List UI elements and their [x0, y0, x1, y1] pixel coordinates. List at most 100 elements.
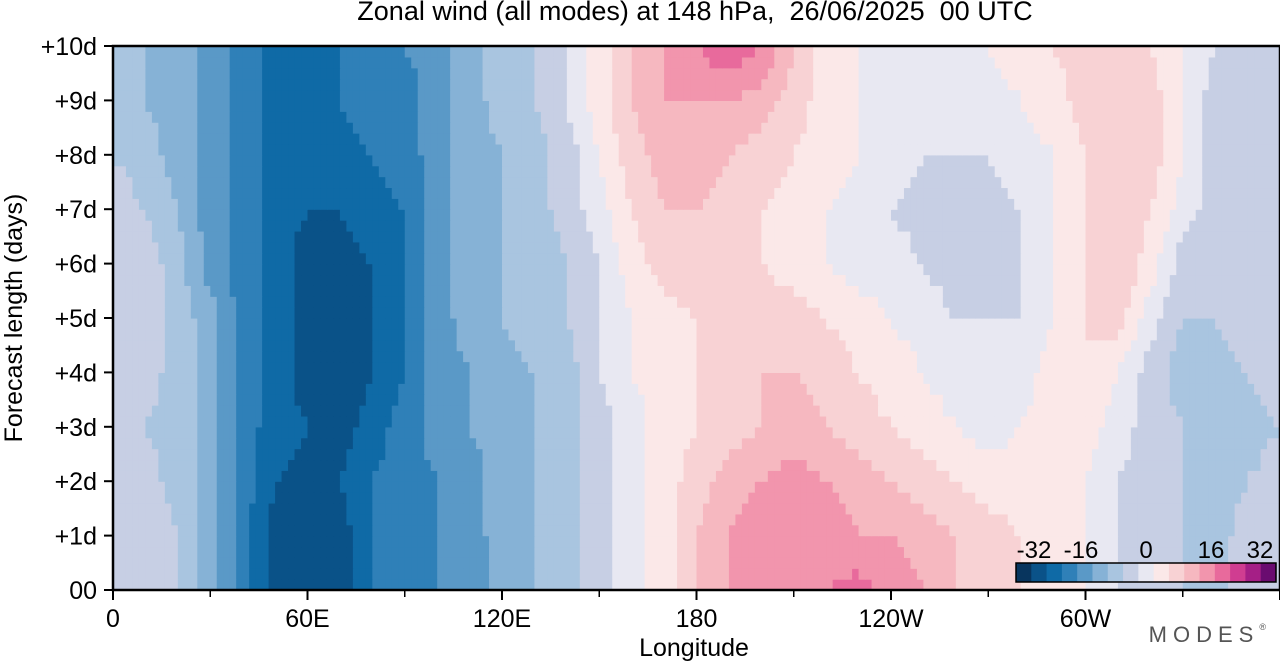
heatmap-cell [1137, 394, 1145, 406]
heatmap-cell [326, 470, 335, 482]
heatmap-cell [547, 307, 555, 319]
heatmap-cell [119, 524, 127, 537]
heatmap-cell [1085, 328, 1093, 341]
heatmap-cell [417, 405, 425, 417]
heatmap-cell [1040, 579, 1048, 591]
heatmap-cell [748, 405, 756, 417]
heatmap-cell [1007, 568, 1015, 580]
heatmap-cell [1260, 426, 1268, 439]
heatmap-cell [1079, 296, 1087, 308]
heatmap-cell [579, 285, 587, 297]
heatmap-cell [981, 579, 989, 591]
heatmap-cell [190, 492, 198, 504]
heatmap-cell [1104, 459, 1113, 471]
heatmap-cell [618, 285, 626, 297]
heatmap-cell [1001, 372, 1009, 384]
heatmap-cell [313, 328, 322, 341]
heatmap-cell [787, 350, 795, 363]
heatmap-cell [132, 502, 140, 515]
heatmap-cell [417, 470, 425, 482]
heatmap-cell [339, 372, 347, 384]
heatmap-cell [145, 459, 153, 471]
heatmap-cell [184, 481, 192, 493]
heatmap-cell [638, 426, 646, 439]
heatmap-cell [326, 492, 335, 504]
heatmap-cell [398, 350, 406, 363]
heatmap-cell [1273, 361, 1280, 373]
heatmap-cell [1014, 448, 1022, 461]
heatmap-cell [683, 372, 691, 384]
heatmap-cell [1202, 481, 1210, 493]
heatmap-cell [158, 328, 166, 341]
heatmap-cell [313, 535, 322, 548]
heatmap-cell [540, 350, 548, 363]
heatmap-cell [1260, 437, 1268, 450]
heatmap-cell [1040, 383, 1048, 395]
heatmap-cell [826, 492, 834, 504]
heatmap-cell [741, 470, 749, 482]
heatmap-cell [378, 339, 386, 352]
heatmap-cell [592, 296, 600, 308]
heatmap-cell [761, 481, 769, 493]
heatmap-cell [216, 437, 224, 450]
heatmap-cell [592, 285, 600, 297]
heatmap-cell [651, 437, 659, 450]
heatmap-cell [288, 579, 296, 591]
heatmap-cell [858, 383, 866, 395]
heatmap-cell [1254, 459, 1262, 471]
heatmap-cell [780, 296, 788, 308]
heatmap-cell [579, 318, 587, 330]
heatmap-cell [404, 535, 412, 548]
heatmap-cell [677, 524, 685, 537]
heatmap-cell [865, 372, 873, 384]
heatmap-cell [385, 502, 393, 515]
heatmap-cell [184, 524, 192, 537]
heatmap-cell [702, 546, 711, 558]
heatmap-cell [443, 557, 451, 569]
heatmap-cell [891, 405, 899, 417]
heatmap-cell [1150, 470, 1158, 482]
heatmap-cell [690, 318, 698, 330]
heatmap-cell [612, 285, 620, 297]
heatmap-cell [339, 415, 347, 428]
heatmap-cell [508, 481, 516, 493]
heatmap-cell [125, 426, 134, 439]
heatmap-cell [476, 426, 484, 439]
heatmap-cell [333, 535, 341, 548]
heatmap-cell [1195, 350, 1203, 363]
heatmap-cell [229, 426, 237, 439]
heatmap-cell [255, 535, 263, 548]
heatmap-cell [216, 448, 224, 461]
heatmap-cell [249, 318, 257, 330]
heatmap-cell [631, 318, 639, 330]
heatmap-cell [664, 350, 672, 363]
heatmap-cell [132, 557, 140, 569]
heatmap-cell [865, 405, 873, 417]
heatmap-cell [1098, 394, 1106, 406]
heatmap-cell [715, 524, 724, 537]
heatmap-cell [813, 328, 821, 341]
heatmap-cell [398, 361, 406, 373]
heatmap-cell [216, 285, 224, 297]
heatmap-cell [579, 437, 587, 450]
heatmap-cell [190, 372, 198, 384]
heatmap-cell [320, 372, 328, 384]
heatmap-cell [1027, 405, 1035, 417]
heatmap-cell [586, 318, 594, 330]
heatmap-cell [1124, 383, 1132, 395]
heatmap-cell [138, 361, 147, 373]
heatmap-cell [1247, 318, 1255, 330]
heatmap-cell [923, 328, 931, 341]
heatmap-cell [858, 394, 866, 406]
heatmap-cell [404, 350, 412, 363]
heatmap-cell [313, 394, 322, 406]
heatmap-cell [301, 513, 309, 526]
heatmap-cell [1098, 415, 1106, 428]
heatmap-cell [845, 415, 853, 428]
heatmap-cell [709, 437, 717, 450]
heatmap-cell [249, 405, 257, 417]
heatmap-cell [761, 405, 769, 417]
heatmap-cell [404, 318, 412, 330]
heatmap-cell [871, 557, 879, 569]
heatmap-cell [164, 448, 172, 461]
